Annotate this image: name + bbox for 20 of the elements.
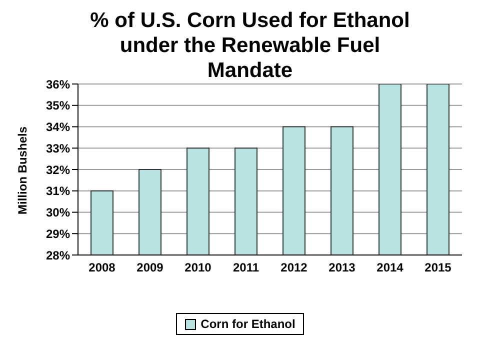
x-tick-label: 2012 bbox=[280, 260, 308, 275]
legend-label: Corn for Ethanol bbox=[200, 317, 296, 331]
chart-title: % of U.S. Corn Used for Ethanol under the Renewable Fuel Mandate bbox=[89, 8, 411, 82]
x-tick-label: 2011 bbox=[232, 260, 260, 275]
y-tick-label: 29% bbox=[46, 226, 70, 241]
x-tick-label: 2009 bbox=[136, 260, 164, 275]
x-tick-label: 2015 bbox=[424, 260, 452, 275]
y-tick-label: 33% bbox=[46, 141, 70, 156]
y-tick-label: 35% bbox=[46, 98, 70, 113]
y-tick-label: 34% bbox=[46, 120, 70, 134]
x-tick-label: 2010 bbox=[184, 260, 212, 275]
y-tick-label: 32% bbox=[46, 162, 70, 177]
y-tick-label: 36% bbox=[46, 77, 70, 92]
x-tick-label: 2008 bbox=[88, 260, 116, 275]
y-axis-title: Million Bushels bbox=[15, 126, 30, 214]
x-tick-label: 2014 bbox=[376, 260, 404, 275]
y-tick-label: 31% bbox=[46, 184, 70, 198]
x-tick-label: 2013 bbox=[328, 260, 356, 275]
y-tick-label: 30% bbox=[46, 206, 70, 220]
y-tick-label: 28% bbox=[46, 248, 70, 262]
